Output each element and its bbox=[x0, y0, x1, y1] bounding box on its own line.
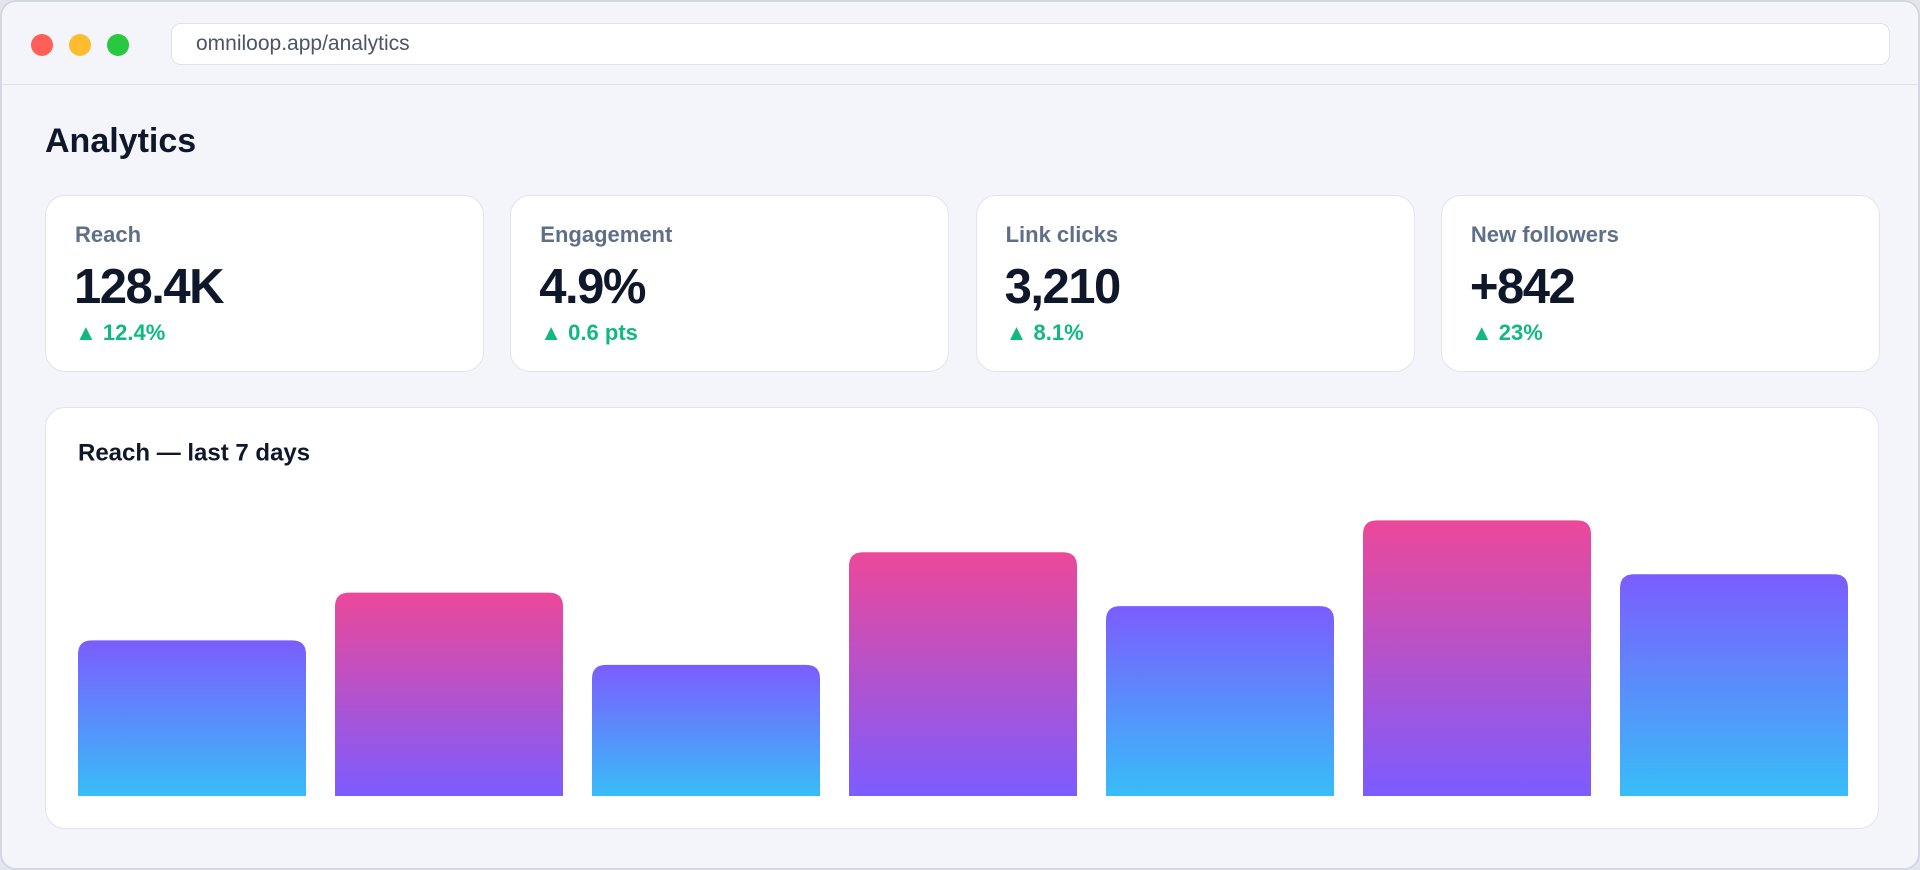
kpi-value: +842 bbox=[1469, 260, 1576, 314]
chart: Reach — last 7 days bbox=[78, 439, 1848, 796]
maximize-button[interactable] bbox=[107, 34, 129, 56]
kpi-label: Link clicks bbox=[1005, 222, 1119, 247]
address-bar[interactable]: omniloop.app/analytics bbox=[171, 23, 1890, 65]
kpi-card: New followers +842 ▲ 23% bbox=[1440, 195, 1880, 372]
bar bbox=[335, 592, 563, 796]
kpi-label: Engagement bbox=[540, 222, 673, 247]
bar bbox=[1106, 606, 1334, 796]
kpi-card: Link clicks 3,210 ▲ 8.1% bbox=[975, 195, 1415, 372]
chart-title: Reach — last 7 days bbox=[78, 439, 310, 466]
kpi-delta: ▲ 8.1% bbox=[1005, 320, 1084, 345]
minimize-button[interactable] bbox=[69, 34, 91, 56]
page-title: Analytics bbox=[45, 122, 197, 160]
kpi-value: 4.9% bbox=[539, 260, 646, 314]
bar bbox=[592, 664, 820, 796]
kpi-delta: ▲ 0.6 pts bbox=[540, 320, 638, 345]
bar bbox=[1363, 520, 1591, 796]
bar bbox=[849, 552, 1077, 796]
kpi-delta: ▲ 12.4% bbox=[75, 320, 166, 345]
kpi-delta: ▲ 23% bbox=[1470, 320, 1543, 345]
bar bbox=[1620, 574, 1848, 796]
close-button[interactable] bbox=[31, 34, 53, 56]
bar bbox=[78, 640, 306, 796]
chart-card: Reach — last 7 days bbox=[45, 407, 1879, 829]
title-bar: omniloop.app/analytics bbox=[2, 2, 1918, 85]
kpi-label: New followers bbox=[1470, 222, 1619, 247]
kpi-label: Reach bbox=[75, 222, 142, 247]
kpi-card: Engagement 4.9% ▲ 0.6 pts bbox=[510, 195, 950, 372]
kpi-card: Reach 128.4K ▲ 12.4% bbox=[45, 195, 484, 372]
kpi-value: 128.4K bbox=[74, 260, 225, 314]
kpi-value: 3,210 bbox=[1004, 260, 1122, 314]
